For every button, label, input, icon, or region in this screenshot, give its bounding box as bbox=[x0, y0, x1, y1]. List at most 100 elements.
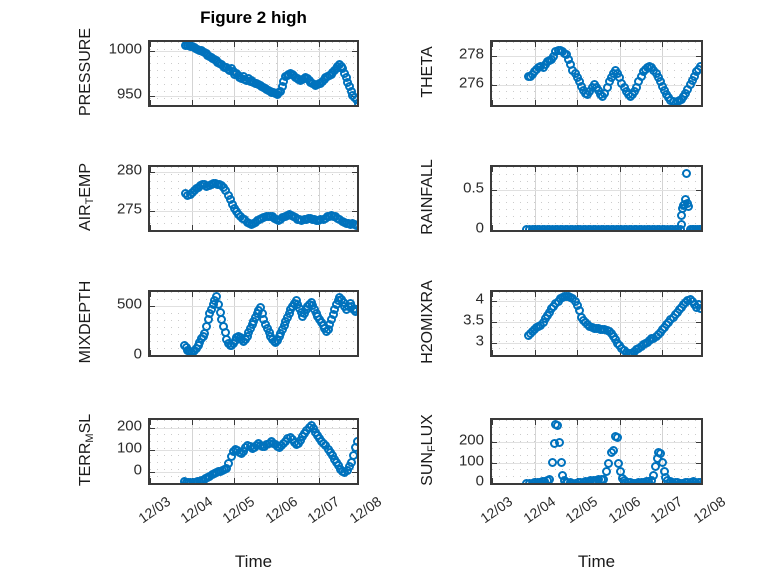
y-tick-mark bbox=[492, 322, 497, 324]
y-tick-mark bbox=[150, 356, 155, 357]
plot-panel-top-left bbox=[148, 40, 359, 107]
data-point bbox=[649, 470, 659, 480]
y-tick-mark bbox=[150, 472, 155, 474]
grid-line-horizontal bbox=[150, 356, 357, 357]
y-tick-mark bbox=[696, 189, 701, 191]
x-tick-mark bbox=[534, 167, 536, 172]
data-point bbox=[612, 432, 622, 442]
x-tick-mark bbox=[276, 225, 278, 230]
grid-line-horizontal bbox=[150, 171, 357, 173]
minor-grid bbox=[492, 167, 701, 230]
plot-panel-bottom-right bbox=[490, 418, 703, 485]
y-axis-label-text: AIR bbox=[77, 203, 94, 231]
y-tick-mark bbox=[150, 427, 155, 429]
x-tick-mark bbox=[619, 100, 621, 105]
y-tick-label: 0 bbox=[475, 472, 484, 490]
data-point bbox=[696, 478, 701, 483]
x-tick-mark bbox=[577, 292, 579, 297]
x-tick-mark bbox=[662, 100, 664, 105]
y-axis-label-bottom-left: TERRMSL bbox=[77, 375, 96, 525]
axes-box bbox=[490, 165, 703, 232]
axes-box bbox=[490, 40, 703, 107]
grid-line-vertical bbox=[577, 420, 579, 483]
grid-line-horizontal bbox=[150, 210, 357, 212]
y-tick-mark bbox=[492, 189, 497, 191]
data-point bbox=[545, 475, 555, 483]
y-tick-label: 3 bbox=[475, 332, 484, 350]
y-tick-mark bbox=[696, 442, 701, 444]
grid-line-horizontal bbox=[492, 301, 701, 303]
grid-line-horizontal bbox=[492, 229, 701, 230]
x-tick-mark bbox=[192, 100, 194, 105]
x-tick-mark bbox=[234, 167, 236, 172]
x-tick-mark bbox=[318, 420, 320, 425]
y-tick-mark bbox=[150, 450, 155, 452]
x-tick-mark bbox=[662, 420, 664, 425]
data-point bbox=[651, 462, 661, 472]
x-tick-mark bbox=[534, 42, 536, 47]
y-tick-label: 275 bbox=[116, 200, 142, 218]
x-axis-label-left: Time bbox=[234, 552, 273, 571]
grid-line-vertical bbox=[577, 167, 579, 230]
y-tick-label: 0 bbox=[475, 219, 484, 237]
x-tick-mark bbox=[234, 420, 236, 425]
x-tick-mark bbox=[150, 42, 151, 47]
x-tick-mark bbox=[192, 167, 194, 172]
x-tick-mark bbox=[492, 478, 493, 483]
plot-panel-mid1-right bbox=[490, 165, 703, 232]
grid-line-vertical bbox=[318, 167, 320, 230]
grid-line-horizontal bbox=[150, 306, 357, 307]
x-tick-mark bbox=[534, 350, 536, 355]
y-tick-mark bbox=[696, 462, 701, 464]
data-point bbox=[352, 220, 357, 230]
grid-line-vertical bbox=[577, 292, 579, 355]
y-tick-label: 100 bbox=[116, 439, 142, 457]
x-tick-mark bbox=[318, 292, 320, 297]
data-point bbox=[556, 458, 566, 468]
axes-box bbox=[148, 165, 359, 232]
grid-line-horizontal bbox=[492, 483, 701, 484]
grid-line-vertical bbox=[192, 42, 194, 105]
x-tick-mark bbox=[234, 292, 236, 297]
plot-panel-mid1-left bbox=[148, 165, 359, 232]
grid-line-horizontal bbox=[492, 56, 701, 58]
y-tick-label: 0 bbox=[133, 461, 142, 479]
data-point bbox=[553, 420, 563, 430]
axes-box bbox=[490, 290, 703, 357]
data-point bbox=[353, 99, 357, 105]
grid-line-horizontal bbox=[492, 462, 701, 464]
grid-line-vertical bbox=[534, 420, 536, 483]
y-tick-label: 200 bbox=[116, 417, 142, 435]
y-tick-mark bbox=[492, 343, 497, 345]
x-tick-mark bbox=[150, 292, 151, 297]
y-tick-mark bbox=[150, 50, 155, 52]
x-tick-mark bbox=[318, 100, 320, 105]
y-tick-mark bbox=[696, 322, 701, 324]
grid-line-vertical bbox=[619, 167, 621, 230]
axes-box bbox=[148, 290, 359, 357]
y-tick-mark bbox=[492, 56, 497, 58]
x-tick-mark bbox=[662, 167, 664, 172]
data-point bbox=[681, 168, 691, 178]
data-point bbox=[684, 202, 694, 212]
y-tick-mark bbox=[150, 306, 155, 307]
x-tick-mark bbox=[276, 100, 278, 105]
x-tick-mark bbox=[276, 42, 278, 47]
x-tick-mark bbox=[276, 292, 278, 297]
y-axis-label-bottom-right: SUNFLUX bbox=[419, 375, 438, 525]
y-tick-mark bbox=[352, 356, 357, 357]
x-tick-mark bbox=[276, 167, 278, 172]
x-tick-mark bbox=[662, 292, 664, 297]
x-tick-mark bbox=[534, 292, 536, 297]
x-tick-mark bbox=[318, 225, 320, 230]
data-point bbox=[657, 458, 667, 468]
x-tick-mark bbox=[234, 350, 236, 355]
data-point bbox=[547, 458, 557, 468]
x-tick-mark bbox=[492, 420, 493, 425]
x-tick-mark bbox=[150, 100, 151, 105]
x-tick-mark bbox=[577, 167, 579, 172]
y-tick-mark bbox=[150, 210, 155, 212]
y-axis-label-tail: LUX bbox=[419, 413, 436, 445]
x-tick-mark bbox=[492, 42, 493, 47]
